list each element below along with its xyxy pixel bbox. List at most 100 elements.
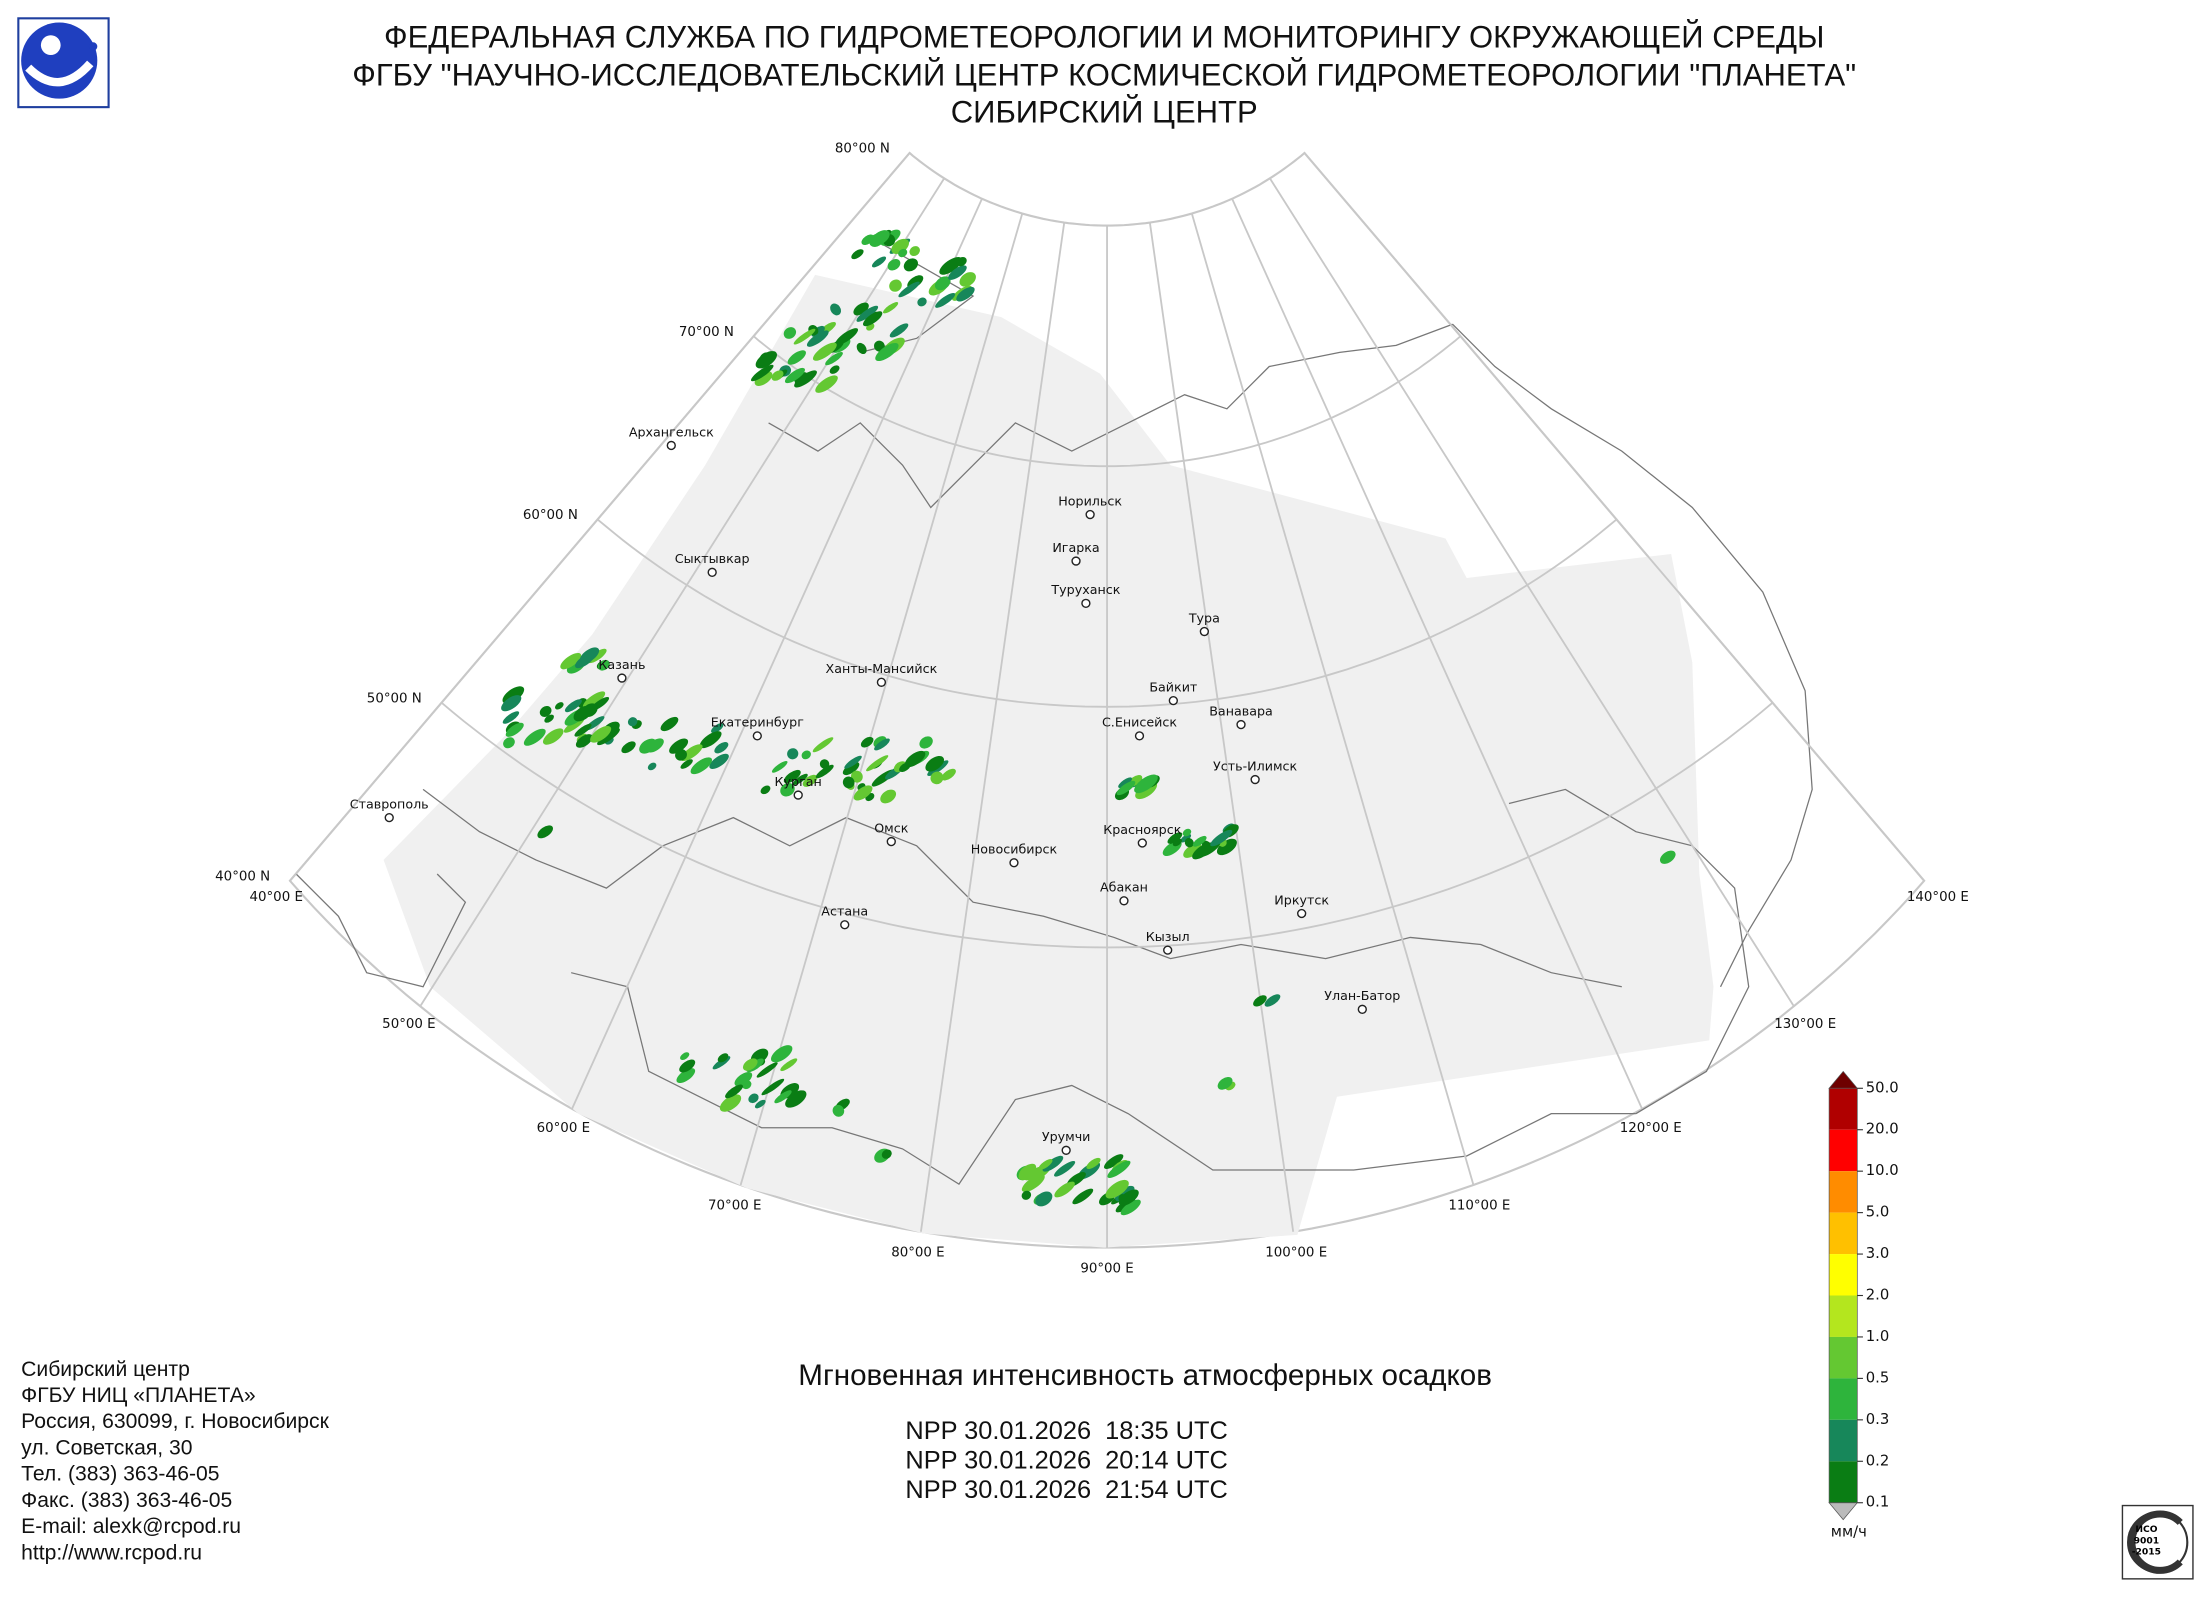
- precipitation: [842, 762, 860, 776]
- precipitation: [505, 722, 524, 737]
- precipitation: [887, 258, 901, 271]
- city-label: Ванавара: [1209, 703, 1273, 718]
- precipitation: [917, 297, 927, 307]
- contact-line: http://www.rcpod.ru: [21, 1541, 202, 1564]
- precipitation: [709, 753, 729, 770]
- precipitation: [1264, 994, 1281, 1007]
- parallel: [753, 335, 1462, 468]
- precipitation: [956, 256, 967, 267]
- city-marker: [1199, 626, 1210, 637]
- colorbar-label: 50.0: [1866, 1079, 1899, 1096]
- precipitation: [711, 723, 724, 734]
- precipitation: [761, 1078, 785, 1096]
- precipitation: [503, 737, 515, 749]
- colorbar-label: 0.2: [1866, 1452, 1890, 1469]
- precipitation: [1184, 838, 1194, 848]
- precipitation: [725, 1084, 743, 1099]
- lat-label: 40°00 N: [215, 870, 270, 885]
- precipitation: [582, 703, 598, 718]
- precipitation: [1054, 1160, 1076, 1177]
- precipitation: [1216, 838, 1237, 856]
- precipitation: [793, 328, 816, 345]
- precipitation: [669, 738, 689, 754]
- city-marker: [1061, 1145, 1071, 1155]
- precipitation: [851, 249, 864, 260]
- precipitation: [1659, 850, 1676, 864]
- precipitation: [756, 1062, 778, 1078]
- colorbar-label: 20.0: [1866, 1121, 1899, 1138]
- precipitation: [679, 1059, 696, 1073]
- product-title: Мгновенная интенсивность атмосферных оса…: [798, 1359, 1492, 1392]
- precipitation: [680, 1052, 690, 1060]
- precipitation: [785, 1090, 807, 1108]
- precipitation: [760, 785, 771, 795]
- precipitation: [717, 1053, 729, 1063]
- city-label: Архангельск: [629, 424, 714, 439]
- precipitation: [544, 714, 554, 723]
- meridian: [1190, 213, 1475, 1186]
- city-label: Ханты-Мансийск: [826, 661, 938, 676]
- precipitation: [1021, 1190, 1032, 1200]
- precipitation: [812, 342, 837, 361]
- header-line: ФЕДЕРАЛЬНАЯ СЛУЖБА ПО ГИДРОМЕТЕОРОЛОГИИ …: [384, 19, 1824, 55]
- colorbar-segment: [1829, 1212, 1858, 1255]
- precipitation: [1180, 833, 1192, 843]
- meridian: [289, 152, 911, 882]
- precipitation: [784, 367, 805, 384]
- precipitation: [830, 303, 842, 316]
- coastline: [1452, 323, 1813, 988]
- city-marker: [1297, 908, 1307, 919]
- precipitation: [780, 782, 795, 797]
- precipitation: [860, 736, 874, 748]
- precipitation: [1072, 1188, 1094, 1205]
- precipitation: [815, 764, 834, 779]
- colorbar-segment: [1829, 1295, 1858, 1337]
- precipitation: [1253, 995, 1267, 1007]
- precipitation: [1104, 1154, 1124, 1169]
- precipitation: [621, 741, 636, 754]
- precipitation: [564, 699, 582, 713]
- meridian: [739, 213, 1024, 1186]
- colorbar-label: 2.0: [1866, 1287, 1890, 1304]
- precipitation: [771, 761, 788, 773]
- precipitation: [582, 691, 606, 709]
- precipitation: [1118, 777, 1133, 788]
- parallel: [440, 702, 1774, 949]
- satellite-pass: NPP 30.01.2026 18:35 UTC: [905, 1417, 1227, 1445]
- meridian: [919, 222, 1066, 1232]
- lon-label: 80°00 E: [891, 1246, 944, 1261]
- precipitation: [853, 785, 873, 801]
- precipitation: [1192, 842, 1214, 860]
- contact-line: ФГБУ НИЦ «ПЛАНЕТА»: [21, 1384, 255, 1407]
- precipitation: [802, 774, 818, 787]
- colorbar-segment: [1829, 1336, 1858, 1379]
- precipitation: [935, 292, 956, 308]
- precipitation: [1210, 829, 1233, 847]
- city-marker: [1119, 896, 1129, 906]
- precipitation: [1035, 1191, 1053, 1207]
- precipitation: [1192, 835, 1207, 847]
- lon-label: 120°00 E: [1620, 1121, 1682, 1136]
- lon-label: 90°00 E: [1080, 1262, 1133, 1277]
- colorbar: 50.0 20.0 10.0 5.0 3.0 2.0 1.0 0.5 0.3 0.2 0.1 мм/ч: [1828, 1070, 1899, 1540]
- precipitation: [1086, 1157, 1101, 1169]
- colorbar-label: 3.0: [1866, 1245, 1890, 1262]
- precipitation: [1054, 1181, 1075, 1198]
- precipitation: [1134, 774, 1158, 794]
- city-label: Туруханск: [1050, 582, 1120, 597]
- meridian: [1269, 177, 1795, 1007]
- precipitation: [699, 731, 722, 749]
- city-label: Тура: [1188, 610, 1220, 625]
- precipitation: [783, 769, 801, 784]
- precipitation: [909, 246, 920, 257]
- city-marker: [666, 440, 676, 451]
- precipitation: [898, 281, 920, 298]
- meridian: [419, 177, 945, 1007]
- city-label: Курган: [775, 774, 822, 789]
- precipitation: [861, 234, 874, 246]
- precipitation: [680, 759, 693, 769]
- lat-label: 60°00 N: [523, 508, 578, 523]
- precipitation: [719, 1094, 742, 1112]
- precipitation: [774, 1090, 792, 1104]
